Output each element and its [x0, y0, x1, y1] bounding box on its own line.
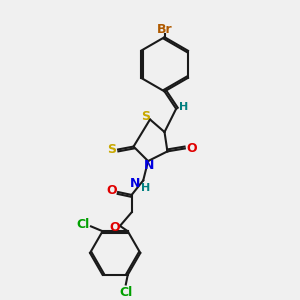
Text: H: H: [179, 102, 188, 112]
Text: O: O: [109, 221, 119, 234]
Text: Cl: Cl: [119, 286, 132, 299]
Text: S: S: [107, 143, 116, 156]
Text: Br: Br: [157, 23, 172, 36]
Text: Cl: Cl: [76, 218, 90, 231]
Text: N: N: [130, 177, 141, 190]
Text: O: O: [186, 142, 197, 155]
Text: S: S: [141, 110, 150, 123]
Text: H: H: [140, 183, 150, 193]
Text: O: O: [106, 184, 117, 196]
Text: N: N: [144, 159, 154, 172]
